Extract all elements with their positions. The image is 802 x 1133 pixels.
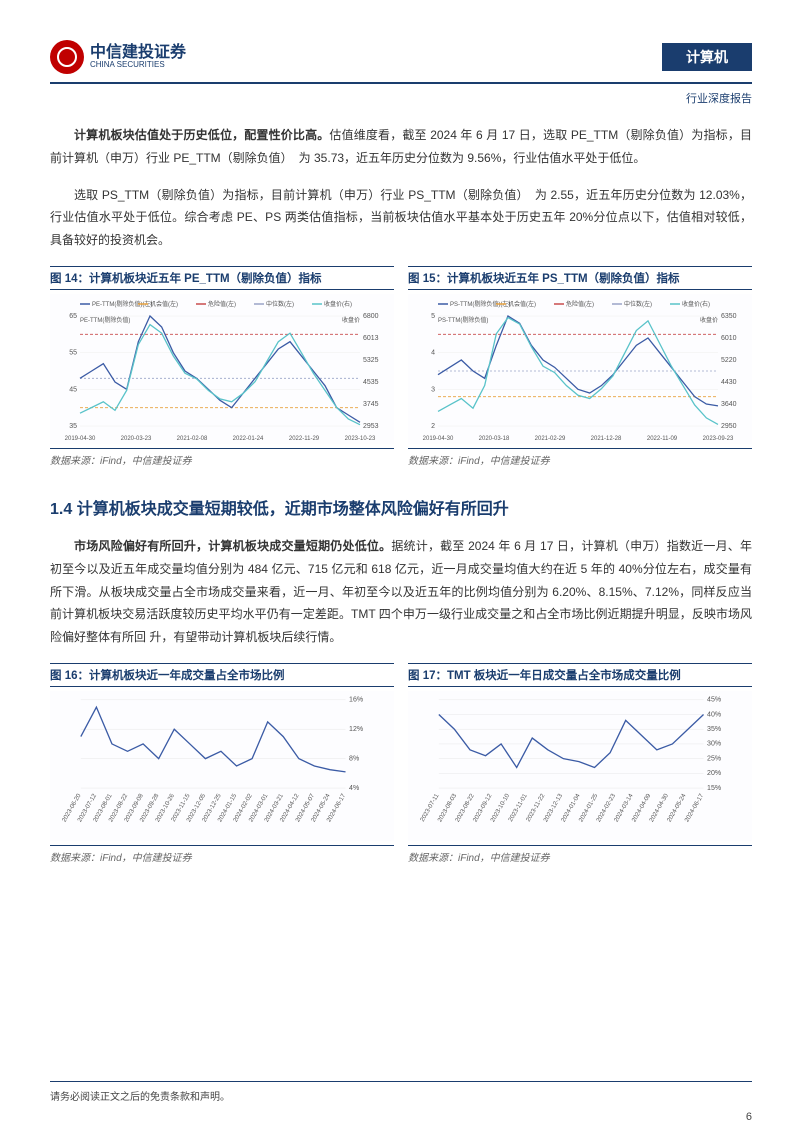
svg-text:收盘价: 收盘价 xyxy=(342,316,360,324)
svg-text:2019-04-30: 2019-04-30 xyxy=(65,436,96,442)
svg-text:2023-10-23: 2023-10-23 xyxy=(345,436,376,442)
svg-text:35%: 35% xyxy=(707,726,722,733)
svg-text:8%: 8% xyxy=(349,755,360,762)
svg-text:30%: 30% xyxy=(707,741,722,748)
page-header: 中信建投证券 CHINA SECURITIES 计算机 xyxy=(50,40,752,84)
svg-text:55: 55 xyxy=(69,350,77,357)
paragraph-1: 计算机板块估值处于历史低位，配置性价比高。估值维度看，截至 2024 年 6 月… xyxy=(50,124,752,170)
svg-text:20%: 20% xyxy=(707,770,722,777)
svg-text:2950: 2950 xyxy=(721,423,737,430)
section-1-4-title: 1.4 计算机板块成交量短期较低，近期市场整体风险偏好有所回升 xyxy=(50,495,752,519)
fig14-title: 图 14：计算机板块近五年 PE_TTM（剔除负值）指标 xyxy=(50,266,394,290)
svg-text:3: 3 xyxy=(431,386,435,393)
fig14-source: 数据来源：iFind，中信建投证券 xyxy=(50,448,394,467)
svg-text:25%: 25% xyxy=(707,755,722,762)
svg-text:中位数(左): 中位数(左) xyxy=(624,300,652,308)
fig17-source: 数据来源：iFind，中信建投证券 xyxy=(408,845,752,864)
svg-text:40%: 40% xyxy=(707,711,722,718)
svg-text:收盘价(右): 收盘价(右) xyxy=(324,300,352,308)
fig15-source: 数据来源：iFind，中信建投证券 xyxy=(408,448,752,467)
fig14-chart: 35 45 55 65 2953 3745 4535 5325 6013 6800 2019-04-… xyxy=(50,294,394,444)
svg-text:4%: 4% xyxy=(349,785,360,792)
para1-bold: 计算机板块估值处于历史低位，配置性价比高。 xyxy=(74,128,329,142)
svg-text:收盘价: 收盘价 xyxy=(700,316,718,324)
fig16-chart: 4%8%12%16%2023-06-202023-07-122023-08-01… xyxy=(50,691,394,841)
fig17-chart: 15%20%25%30%35%40%45%2023-07-112023-08-0… xyxy=(408,691,752,841)
svg-text:2021-12-28: 2021-12-28 xyxy=(591,436,622,442)
svg-text:45%: 45% xyxy=(707,697,722,704)
fig16-source: 数据来源：iFind，中信建投证券 xyxy=(50,845,394,864)
svg-text:4: 4 xyxy=(431,350,435,357)
svg-text:中位数(左): 中位数(左) xyxy=(266,300,294,308)
svg-text:机会值(左): 机会值(左) xyxy=(508,300,536,308)
fig17-title: 图 17：TMT 板块近一年日成交量占全市场成交量比例 xyxy=(408,663,752,687)
logo-icon xyxy=(50,40,84,74)
svg-text:6010: 6010 xyxy=(721,335,737,342)
page-footer: 请务必阅读正文之后的免责条款和声明。 xyxy=(50,1081,752,1103)
svg-text:5325: 5325 xyxy=(363,357,379,364)
svg-text:2019-04-30: 2019-04-30 xyxy=(423,436,454,442)
figure-14: 图 14：计算机板块近五年 PE_TTM（剔除负值）指标 35 45 55 65 295… xyxy=(50,266,394,467)
paragraph-3: 市场风险偏好有所回升，计算机板块成交量短期仍处低位。据统计，截至 2024 年 … xyxy=(50,535,752,649)
svg-text:6800: 6800 xyxy=(363,313,379,320)
svg-text:6350: 6350 xyxy=(721,313,737,320)
svg-text:2023-09-23: 2023-09-23 xyxy=(703,436,734,442)
svg-text:收盘价(右): 收盘价(右) xyxy=(682,300,710,308)
svg-text:2022-11-09: 2022-11-09 xyxy=(647,436,678,442)
svg-text:2022-01-24: 2022-01-24 xyxy=(233,436,264,442)
svg-text:16%: 16% xyxy=(349,697,364,704)
svg-text:2022-11-29: 2022-11-29 xyxy=(289,436,320,442)
svg-text:2021-02-29: 2021-02-29 xyxy=(535,436,566,442)
logo-text-cn: 中信建投证券 xyxy=(90,45,186,61)
svg-text:3640: 3640 xyxy=(721,401,737,408)
header-category: 计算机 xyxy=(662,43,752,71)
svg-text:PE-TTM(剔除负值): PE-TTM(剔除负值) xyxy=(80,316,130,324)
svg-text:危险值(左): 危险值(左) xyxy=(566,300,594,308)
svg-text:2: 2 xyxy=(431,423,435,430)
svg-text:4430: 4430 xyxy=(721,379,737,386)
fig15-title: 图 15：计算机板块近五年 PS_TTM（剔除负值）指标 xyxy=(408,266,752,290)
svg-text:45: 45 xyxy=(69,386,77,393)
para3-rest: 据统计，截至 2024 年 6 月 17 日，计算机（申万）指数近一月、年初至今… xyxy=(50,539,752,644)
svg-text:4535: 4535 xyxy=(363,379,379,386)
svg-text:12%: 12% xyxy=(349,726,364,733)
svg-text:2020-03-23: 2020-03-23 xyxy=(121,436,152,442)
svg-text:15%: 15% xyxy=(707,785,722,792)
svg-text:5220: 5220 xyxy=(721,357,737,364)
figure-17: 图 17：TMT 板块近一年日成交量占全市场成交量比例 15% 20% 25% 30%… xyxy=(408,663,752,864)
svg-text:35: 35 xyxy=(69,423,77,430)
logo-text-en: CHINA SECURITIES xyxy=(90,61,186,70)
svg-text:2020-03-18: 2020-03-18 xyxy=(479,436,510,442)
svg-text:危险值(左): 危险值(左) xyxy=(208,300,236,308)
svg-text:2953: 2953 xyxy=(363,423,379,430)
logo: 中信建投证券 CHINA SECURITIES xyxy=(50,40,186,74)
figure-row-2: 图 16：计算机板块近一年成交量占全市场比例 4%8%12%16%2023-06… xyxy=(50,663,752,864)
svg-text:2021-02-08: 2021-02-08 xyxy=(177,436,208,442)
svg-text:PS-TTM(剔除负值): PS-TTM(剔除负值) xyxy=(438,316,488,324)
svg-text:机会值(左): 机会值(左) xyxy=(150,300,178,308)
report-type: 行业深度报告 xyxy=(50,90,752,106)
fig16-title: 图 16：计算机板块近一年成交量占全市场比例 xyxy=(50,663,394,687)
svg-text:3745: 3745 xyxy=(363,401,379,408)
figure-row-1: 图 14：计算机板块近五年 PE_TTM（剔除负值）指标 35455565295… xyxy=(50,266,752,467)
figure-15: 图 15：计算机板块近五年 PS_TTM（剔除负值）指标 2 3 4 5 2950 364… xyxy=(408,266,752,467)
svg-text:5: 5 xyxy=(431,313,435,320)
figure-16: 图 16：计算机板块近一年成交量占全市场比例 4%8%12%16%2023-06… xyxy=(50,663,394,864)
page-number: 6 xyxy=(746,1111,752,1123)
para3-bold: 市场风险偏好有所回升，计算机板块成交量短期仍处低位。 xyxy=(74,539,391,553)
fig15-chart: 2 3 4 5 2950 3640 4430 5220 6010 6350 2019-04-30 20… xyxy=(408,294,752,444)
paragraph-2: 选取 PS_TTM（剔除负值）为指标，目前计算机（申万）行业 PS_TTM（剔除… xyxy=(50,184,752,252)
footer-disclaimer: 请务必阅读正文之后的免责条款和声明。 xyxy=(50,1088,230,1103)
svg-text:65: 65 xyxy=(69,313,77,320)
svg-text:6013: 6013 xyxy=(363,335,379,342)
